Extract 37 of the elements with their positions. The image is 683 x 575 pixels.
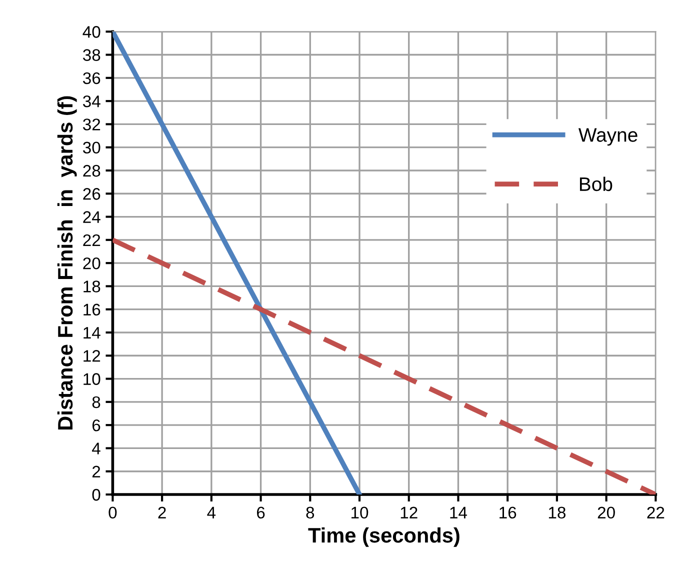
x-tick-label: 10	[352, 506, 368, 519]
legend-label: Wayne	[578, 128, 638, 146]
y-tick-label: 32	[82, 118, 100, 130]
x-tick-label: 12	[400, 506, 418, 518]
y-tick-label: 20	[83, 257, 100, 270]
y-tick-label: 14	[84, 327, 100, 339]
y-tick-label: 24	[83, 211, 100, 223]
x-tick-label: 14	[450, 506, 468, 518]
x-tick-label: 8	[306, 506, 314, 519]
x-tick-label: 0	[108, 506, 117, 519]
y-tick-label: 22	[83, 234, 100, 246]
y-tick-label: 8	[92, 396, 100, 408]
legend-label: Bob	[580, 176, 612, 192]
y-tick-label: 26	[83, 188, 100, 200]
y-tick-label: 0	[92, 488, 100, 501]
x-tick-label: 16	[500, 506, 516, 519]
x-tick-label: 4	[207, 506, 216, 518]
x-tick-label: 22	[647, 506, 664, 518]
x-tick-label: 20	[598, 506, 615, 519]
y-tick-label: 28	[83, 164, 100, 177]
y-tick-label: 40	[82, 26, 100, 38]
y-tick-label: 16	[84, 304, 100, 316]
y-tick-label: 36	[82, 72, 100, 84]
x-tick-label: 6	[256, 506, 265, 519]
y-tick-label: 34	[82, 95, 100, 108]
x-tick-label: 18	[548, 506, 566, 519]
y-tick-label: 6	[92, 419, 100, 432]
y-axis-title: Distance From Finish in yards (f)	[57, 96, 77, 430]
y-tick-label: 38	[82, 49, 100, 61]
y-tick-label: 4	[92, 442, 100, 454]
x-tick-label: 2	[158, 506, 166, 518]
y-tick-label: 18	[84, 280, 100, 292]
y-tick-label: 12	[84, 350, 100, 362]
y-tick-label: 30	[82, 142, 100, 154]
y-tick-label: 2	[92, 466, 100, 478]
x-axis-title: Time (seconds)	[308, 527, 460, 547]
y-tick-label: 10	[84, 373, 100, 385]
